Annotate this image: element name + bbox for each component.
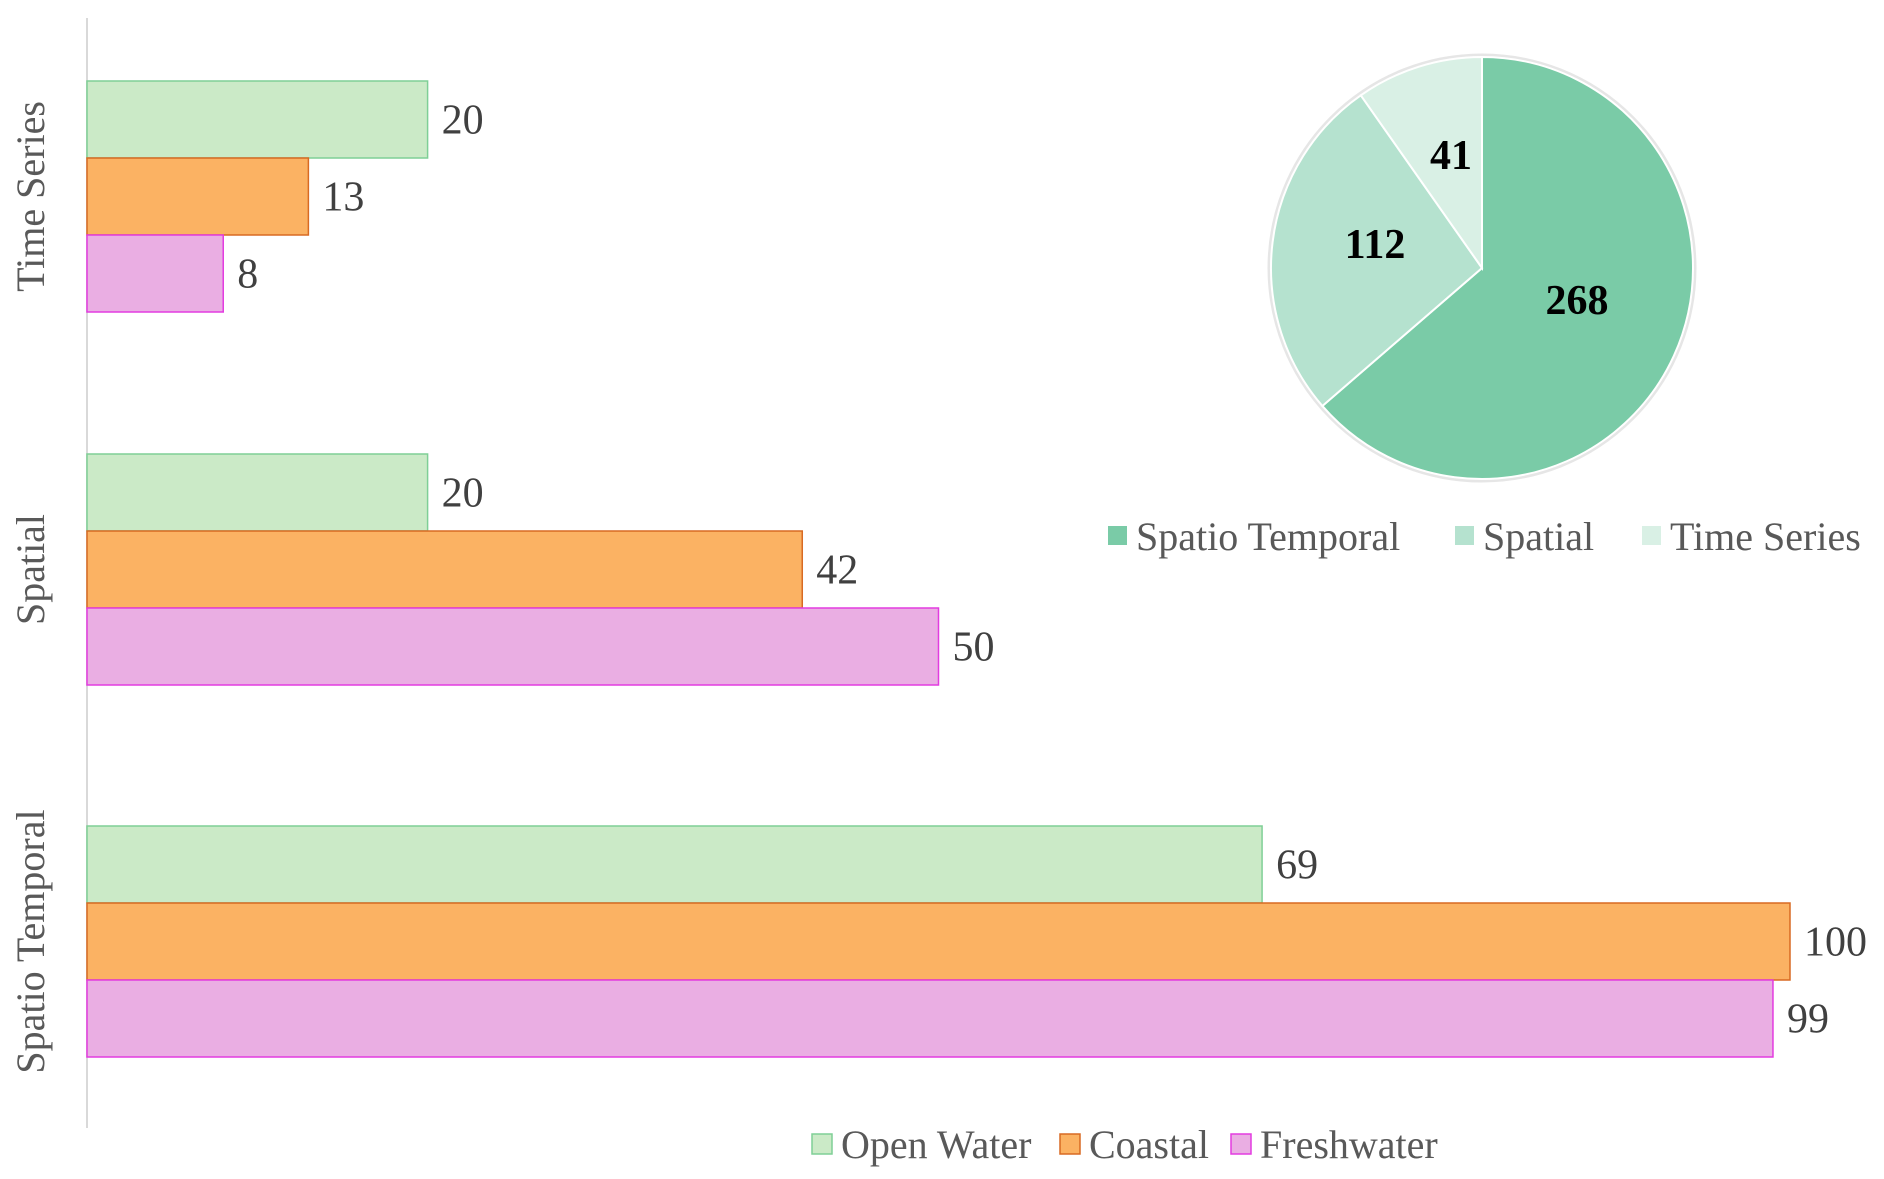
pie-legend-item-spatio-temporal: Spatio Temporal [1108,514,1400,559]
bar-freshwater-spatial [86,607,940,686]
pie-legend-item-time-series: Time Series [1642,514,1861,559]
bar-group-spatial: 20 42 50 Spatial [8,453,995,686]
data-label-coastal-spatio-temporal: 100 [1804,920,1867,966]
category-label-spatial: Spatial [8,514,53,625]
bar-coastal-time-series [86,157,310,236]
pie-chart-legend: Spatio Temporal Spatial Time Series [1108,514,1861,559]
legend-label-freshwater: Freshwater [1260,1122,1438,1167]
category-label-time-series: Time Series [8,101,53,292]
data-label-coastal-spatial: 42 [816,548,858,594]
pie-legend-swatch-time-series [1642,526,1661,545]
data-label-coastal-time-series: 13 [322,175,364,221]
pie-label-spatio-temporal: 268 [1546,278,1609,324]
bar-open-water-spatial [86,453,429,532]
pie-legend-item-spatial: Spatial [1455,514,1594,559]
data-label-open-water-spatio-temporal: 69 [1276,843,1318,889]
data-label-open-water-time-series: 20 [442,98,484,144]
pie-legend-label-time-series: Time Series [1670,514,1861,559]
legend-label-open-water: Open Water [841,1122,1031,1167]
data-label-freshwater-time-series: 8 [237,252,258,298]
pie-legend-swatch-spatio-temporal [1108,526,1127,545]
pie-label-time-series: 41 [1430,133,1472,179]
bar-coastal-spatio-temporal [86,902,1791,981]
bar-freshwater-spatio-temporal [86,979,1774,1058]
bar-chart-legend: Open Water Coastal Freshwater [811,1122,1438,1167]
pie-legend-swatch-spatial [1455,526,1474,545]
legend-swatch-open-water [811,1133,833,1155]
pie-slice-spatio-temporal [1320,55,1694,480]
legend-item-freshwater: Freshwater [1230,1122,1438,1167]
legend-swatch-freshwater [1230,1133,1252,1155]
pie-label-spatial: 112 [1345,222,1406,268]
bar-group-spatio-temporal: 69 100 99 Spatio Temporal [8,809,1867,1073]
category-label-spatio-temporal: Spatio Temporal [8,809,53,1073]
pie-slice-time-series [1359,55,1483,272]
bar-chart: 69 100 99 Spatio Temporal 20 42 50 Spatial 20 13 8… [8,80,1867,1074]
bar-coastal-spatial [86,530,804,609]
legend-label-coastal: Coastal [1089,1122,1209,1167]
pie-chart: 268 112 41 [1267,53,1697,483]
bar-freshwater-time-series [86,234,224,313]
pie-slice-spatial [1270,93,1484,408]
data-label-freshwater-spatial: 50 [953,625,995,671]
bar-group-time-series: 20 13 8 Time Series [8,80,484,313]
data-label-freshwater-spatio-temporal: 99 [1787,997,1829,1043]
legend-item-open-water: Open Water [811,1122,1031,1167]
data-label-open-water-spatial: 20 [442,471,484,517]
bar-open-water-time-series [86,80,429,159]
pie-legend-label-spatio-temporal: Spatio Temporal [1136,514,1400,559]
bar-open-water-spatio-temporal [86,825,1263,904]
legend-item-coastal: Coastal [1059,1122,1209,1167]
pie-outline [1267,53,1697,483]
pie-legend-label-spatial: Spatial [1483,514,1594,559]
legend-swatch-coastal [1059,1133,1081,1155]
